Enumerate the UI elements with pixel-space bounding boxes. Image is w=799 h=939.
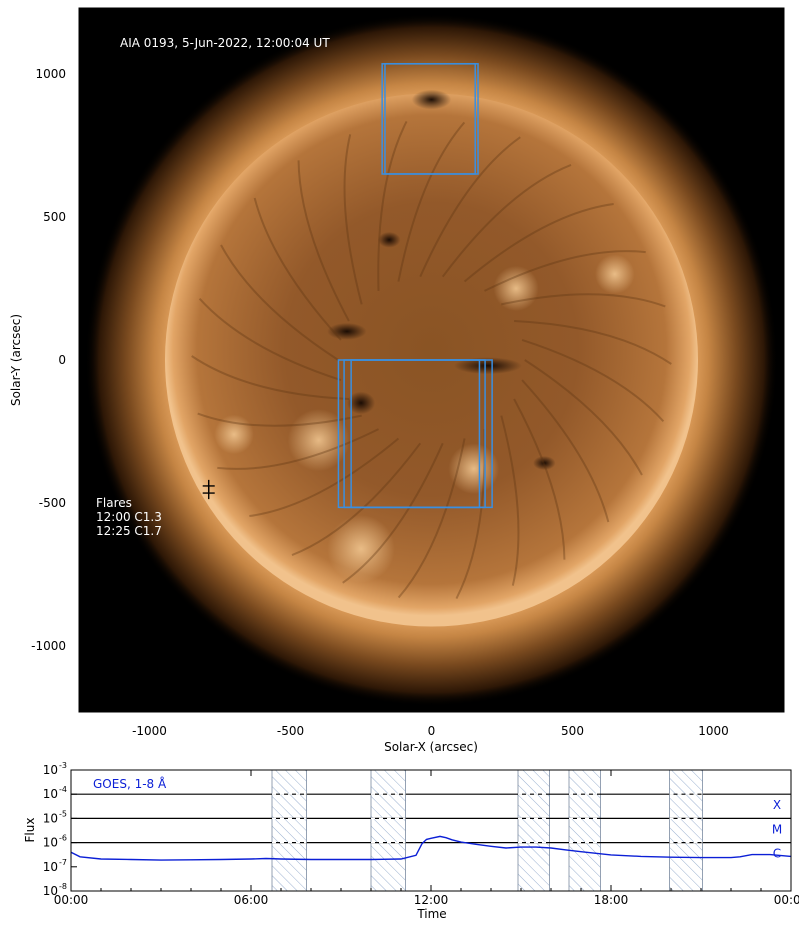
time-tick-label: 00:00 xyxy=(54,893,89,907)
hatched-intervals xyxy=(271,769,703,892)
dark-region xyxy=(411,89,452,110)
flux-tick-exponent: -8 xyxy=(59,882,67,891)
time-tick-label: 12:00 xyxy=(414,893,449,907)
flux-tick-label: 10 xyxy=(43,836,58,850)
x-tick-label: 500 xyxy=(561,724,584,738)
dark-region xyxy=(377,231,401,248)
goes-legend: GOES, 1-8 Å xyxy=(93,776,167,791)
filament xyxy=(514,319,672,365)
filament xyxy=(524,359,643,476)
flare-class-lines: XMC xyxy=(71,793,791,861)
image-axes: -1000 -500 0 500 1000 1000 500 0 -500 -1000 xyxy=(31,8,784,738)
flux-tick-label: 10 xyxy=(43,811,58,825)
filament xyxy=(441,163,572,278)
y-tick-label: 0 xyxy=(58,353,66,367)
dark-region xyxy=(327,322,367,340)
goes-flux-panel: XMC 00:0006:0012:0018:0000:0010-810-710-… xyxy=(23,761,799,921)
hatched-interval xyxy=(669,769,703,892)
filament xyxy=(463,202,614,283)
time-tick-label: 18:00 xyxy=(594,893,629,907)
y-tick-label: -1000 xyxy=(31,639,66,653)
hatched-interval xyxy=(517,769,550,892)
hatched-interval xyxy=(568,769,601,892)
class-label: C xyxy=(773,847,781,861)
filament xyxy=(397,438,466,599)
class-label: X xyxy=(773,798,781,812)
filament xyxy=(191,355,349,401)
bright-region xyxy=(493,265,539,312)
hatched-interval xyxy=(370,769,406,892)
image-title: AIA 0193, 5-Jun-2022, 12:00:04 UT xyxy=(120,36,330,50)
filament xyxy=(249,437,400,518)
filament xyxy=(484,250,646,292)
region-boxes xyxy=(337,63,493,509)
bright-region xyxy=(287,409,350,472)
flare-marker xyxy=(202,487,215,500)
region-box xyxy=(384,63,479,175)
y-tick-label: 500 xyxy=(43,210,66,224)
filament xyxy=(297,160,350,322)
filament xyxy=(500,415,520,586)
filament xyxy=(521,379,610,523)
dark-region xyxy=(533,455,556,471)
goes-flux-curve xyxy=(70,835,792,861)
flux-tick-exponent: -3 xyxy=(59,761,67,770)
bright-region xyxy=(214,414,254,455)
filament xyxy=(419,136,521,278)
flux-tick-label: 10 xyxy=(43,787,58,801)
class-label: M xyxy=(772,822,782,836)
time-tick-label: 00:00 xyxy=(774,893,799,907)
filament xyxy=(521,338,665,422)
filament xyxy=(220,244,339,361)
filament xyxy=(501,293,666,308)
flare-markers xyxy=(202,479,215,500)
dark-region xyxy=(454,357,522,375)
filament xyxy=(253,197,342,341)
y-axis-label: Solar-Y (arcsec) xyxy=(9,314,23,406)
y-tick-label: -500 xyxy=(39,496,66,510)
bright-region xyxy=(327,515,395,583)
flux-tick-exponent: -5 xyxy=(59,809,67,818)
filament xyxy=(291,442,422,557)
flare-entry: 12:00 C1.3 xyxy=(96,510,162,524)
solar-image-panel: AIA 0193, 5-Jun-2022, 12:00:04 UT Flares… xyxy=(9,7,785,754)
time-axis-label: Time xyxy=(416,907,446,921)
x-tick-label: -1000 xyxy=(132,724,167,738)
hatched-interval xyxy=(271,769,307,892)
filament xyxy=(217,428,379,470)
filament xyxy=(198,298,342,382)
flux-tick-exponent: -6 xyxy=(59,834,67,843)
filament xyxy=(343,134,363,305)
filament xyxy=(513,398,566,560)
bright-region xyxy=(448,443,500,495)
x-axis-label: Solar-X (arcsec) xyxy=(384,740,478,754)
flux-tick-exponent: -7 xyxy=(59,858,67,867)
time-tick-label: 06:00 xyxy=(234,893,269,907)
filament xyxy=(377,121,408,291)
flux-tick-label: 10 xyxy=(43,884,58,898)
bright-region xyxy=(595,254,635,294)
x-tick-label: -500 xyxy=(277,724,304,738)
flux-tick-label: 10 xyxy=(43,860,58,874)
flux-tick-label: 10 xyxy=(43,763,58,777)
flare-entry: 12:25 C1.7 xyxy=(96,524,162,538)
flares-heading: Flares xyxy=(96,496,132,510)
filament xyxy=(397,121,466,282)
y-tick-label: 1000 xyxy=(35,67,66,81)
region-box xyxy=(350,359,493,509)
x-tick-label: 1000 xyxy=(698,724,729,738)
dark-region xyxy=(346,391,376,415)
flux-tick-exponent: -4 xyxy=(59,785,67,794)
x-tick-label: 0 xyxy=(428,724,436,738)
flux-axis-label: Flux xyxy=(23,818,37,843)
filament xyxy=(342,442,444,584)
flux-axes: 00:0006:0012:0018:0000:0010-810-710-610-… xyxy=(43,761,799,907)
